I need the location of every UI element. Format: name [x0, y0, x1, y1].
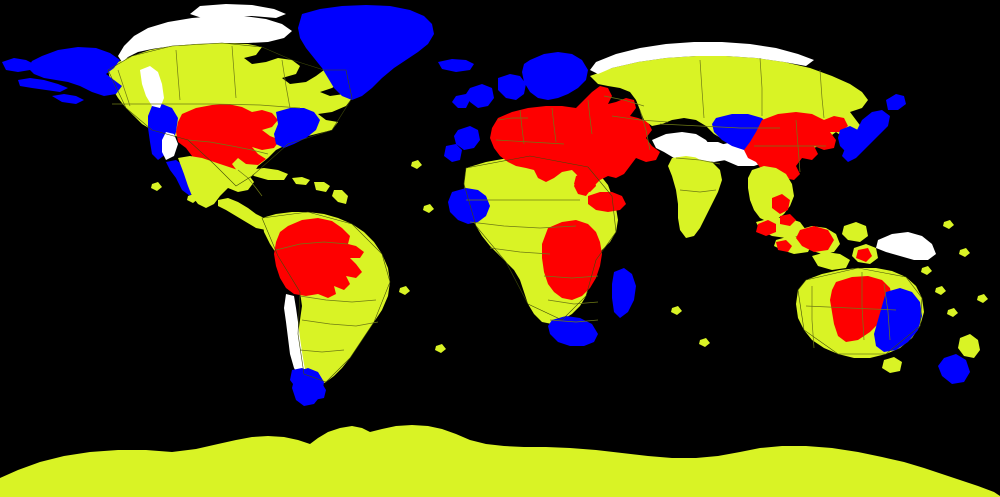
region-borneo-core	[796, 226, 834, 252]
region-amazon-basin	[274, 218, 364, 298]
region-andes	[284, 294, 306, 378]
region-greenland	[298, 5, 434, 100]
region-pacific-islands	[921, 220, 988, 317]
region-himalaya	[690, 142, 732, 162]
country-borders	[112, 45, 897, 353]
region-central-africa-congo	[542, 220, 602, 300]
region-antarctica	[0, 425, 1000, 497]
region-mexico	[178, 156, 254, 208]
region-madagascar	[612, 268, 636, 318]
region-rocky-mountains	[140, 66, 178, 160]
region-sumatra-core	[756, 220, 872, 262]
region-aleutian-islands	[2, 58, 84, 104]
region-antarctic-peninsula	[292, 368, 324, 406]
region-canadian-arctic-archipelago	[118, 16, 292, 62]
region-india	[668, 156, 722, 238]
region-eastern-canada-quebec	[274, 108, 320, 148]
region-scandinavia-baltic	[498, 52, 588, 100]
region-arctic-islands-north	[190, 4, 286, 18]
region-tasmania	[882, 357, 902, 373]
region-europe-mediterranean	[490, 86, 660, 196]
region-iberia-coast	[444, 126, 480, 162]
region-australia-southeast	[874, 288, 922, 352]
region-korea	[838, 126, 860, 152]
region-new-zealand-north	[958, 334, 980, 358]
region-west-africa-coast	[448, 188, 490, 224]
region-papua-new-guinea	[876, 232, 936, 260]
region-caribbean	[248, 168, 348, 204]
coastlines	[107, 42, 923, 383]
region-malay-peninsula-core	[772, 194, 796, 226]
region-british-isles	[452, 84, 494, 108]
region-iceland	[438, 59, 474, 72]
region-central-america	[218, 198, 270, 230]
region-southern-africa	[548, 316, 598, 346]
region-new-zealand-south	[938, 354, 970, 384]
region-alaska	[28, 47, 122, 96]
region-arctic-russia	[590, 42, 814, 74]
region-japan	[842, 94, 906, 162]
region-baja-california	[166, 160, 194, 196]
